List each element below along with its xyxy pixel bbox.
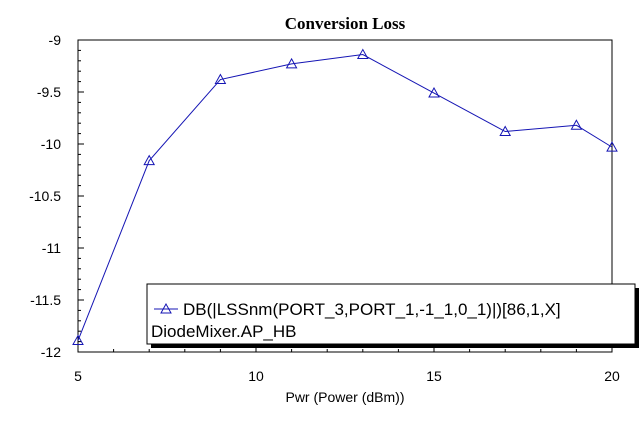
y-axis: -9 -9.5 -10 -10.5 -11 -11.5 -12 xyxy=(29,32,84,360)
x-tick-label: 5 xyxy=(74,368,82,384)
y-tick-label: -10 xyxy=(41,136,61,152)
legend[interactable]: DB(|LSSnm(PORT_3,PORT_1,-1_1,0_1)|)[86,1… xyxy=(146,283,639,348)
x-axis-label: Pwr (Power (dBm)) xyxy=(285,389,404,405)
data-point-marker xyxy=(428,87,440,98)
data-point-marker xyxy=(606,141,618,152)
y-tick-label: -12 xyxy=(41,344,61,360)
legend-box xyxy=(146,283,636,345)
x-axis: 5 10 15 20 xyxy=(74,346,620,384)
data-point-marker xyxy=(356,48,369,60)
x-tick-label: 10 xyxy=(248,368,264,384)
data-point-marker xyxy=(143,154,156,166)
data-point-marker xyxy=(285,57,298,69)
legend-series-label: DB(|LSSnm(PORT_3,PORT_1,-1_1,0_1)|)[86,1… xyxy=(183,300,561,319)
y-tick-label: -9.5 xyxy=(37,84,61,100)
y-tick-label: -10.5 xyxy=(29,188,61,204)
legend-source-label: DiodeMixer.AP_HB xyxy=(151,322,297,341)
data-point-marker xyxy=(214,73,227,85)
y-tick-label: -11 xyxy=(42,240,61,256)
y-tick-label: -11.5 xyxy=(30,292,61,308)
data-point-marker xyxy=(570,119,583,130)
y-tick-label: -9 xyxy=(49,32,62,48)
series-line xyxy=(77,54,613,341)
legend-triangle-marker xyxy=(160,302,172,314)
data-point-marker xyxy=(499,125,512,137)
chart-title: Conversion Loss xyxy=(285,14,406,33)
series-layer xyxy=(72,48,618,346)
data-point-marker xyxy=(72,334,84,346)
x-tick-label: 15 xyxy=(426,368,442,384)
x-tick-label: 20 xyxy=(604,368,620,384)
